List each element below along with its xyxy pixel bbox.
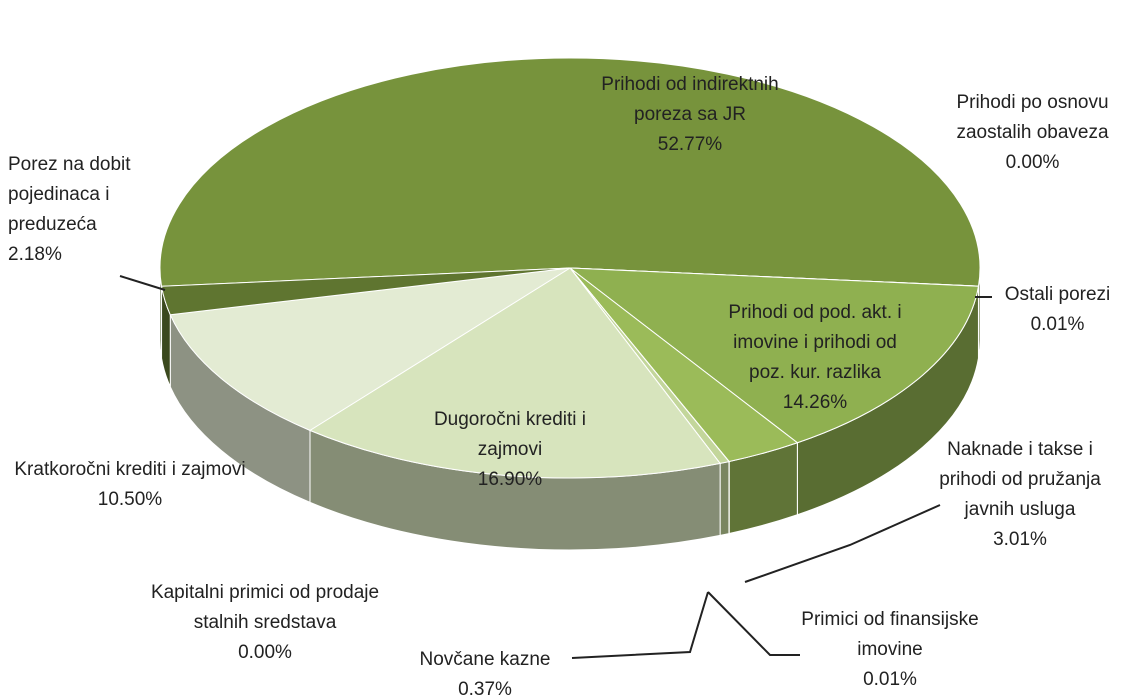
value-label: 16.90% [477, 469, 543, 490]
value-label: 3.01% [993, 529, 1047, 550]
slice-label: Prihodi od pod. akt. i imovine i prihodi… [720, 298, 910, 418]
slice-label: Ostali porezi 0.01% [985, 280, 1130, 340]
category-label: Primici od finansijske imovine [801, 609, 979, 660]
slice [159, 57, 981, 287]
value-label: 2.18% [8, 244, 62, 265]
leader-line [571, 591, 709, 659]
value-label: 14.26% [782, 392, 848, 413]
slice-label: Primici od finansijske imovine 0.01% [780, 605, 1000, 695]
category-label: Prihodi od pod. akt. i imovine i prihodi… [728, 302, 902, 383]
value-label: 0.00% [238, 642, 292, 663]
value-label: 0.01% [1030, 314, 1085, 335]
slice-side [719, 460, 730, 537]
slice-label: Prihodi po osnovu zaostalih obaveza 0.00% [925, 88, 1130, 178]
leader-line [707, 591, 800, 656]
slice-label: Novčane kazne 0.37% [395, 645, 575, 696]
leader-line [744, 504, 941, 583]
slice-label: Porez na dobit pojedinaca i preduzeća 2.1… [8, 150, 173, 270]
slice [308, 267, 722, 479]
category-label: Kapitalni primici od prodaje stalnih sre… [150, 582, 380, 633]
value-label: 10.50% [97, 489, 163, 510]
value-label: 0.00% [1005, 152, 1060, 173]
slice-label: Naknade i takse i prihodi od pružanja ja… [930, 435, 1110, 555]
category-label: Naknade i takse i prihodi od pružanja ja… [939, 439, 1101, 520]
value-label: 0.37% [458, 679, 512, 696]
category-label: Kratkoročni krediti i zajmovi [14, 459, 246, 480]
category-label: Porez na dobit pojedinaca i preduzeća [8, 154, 131, 235]
slice-label: Dugoročni krediti i zajmovi 16.90% [410, 405, 610, 495]
slice [169, 267, 571, 431]
slice-label: Kratkoročni krediti i zajmovi 10.50% [10, 455, 250, 515]
slice-label: Kapitalni primici od prodaje stalnih sre… [150, 578, 380, 668]
slice [160, 267, 571, 316]
value-label: 0.01% [863, 669, 917, 690]
category-label: Novčane kazne [419, 649, 551, 670]
value-label: 52.77% [657, 134, 723, 155]
category-label: Prihodi po osnovu zaostalih obaveza [956, 92, 1109, 143]
slice-label: Prihodi od indirektnih poreza sa JR 52.77… [590, 70, 790, 160]
category-label: Prihodi od indirektnih poreza sa JR [601, 74, 779, 125]
category-label: Dugoročni krediti i zajmovi [433, 409, 587, 460]
leader-line [119, 275, 166, 291]
slice [568, 267, 980, 444]
category-label: Ostali porezi [1004, 284, 1111, 305]
